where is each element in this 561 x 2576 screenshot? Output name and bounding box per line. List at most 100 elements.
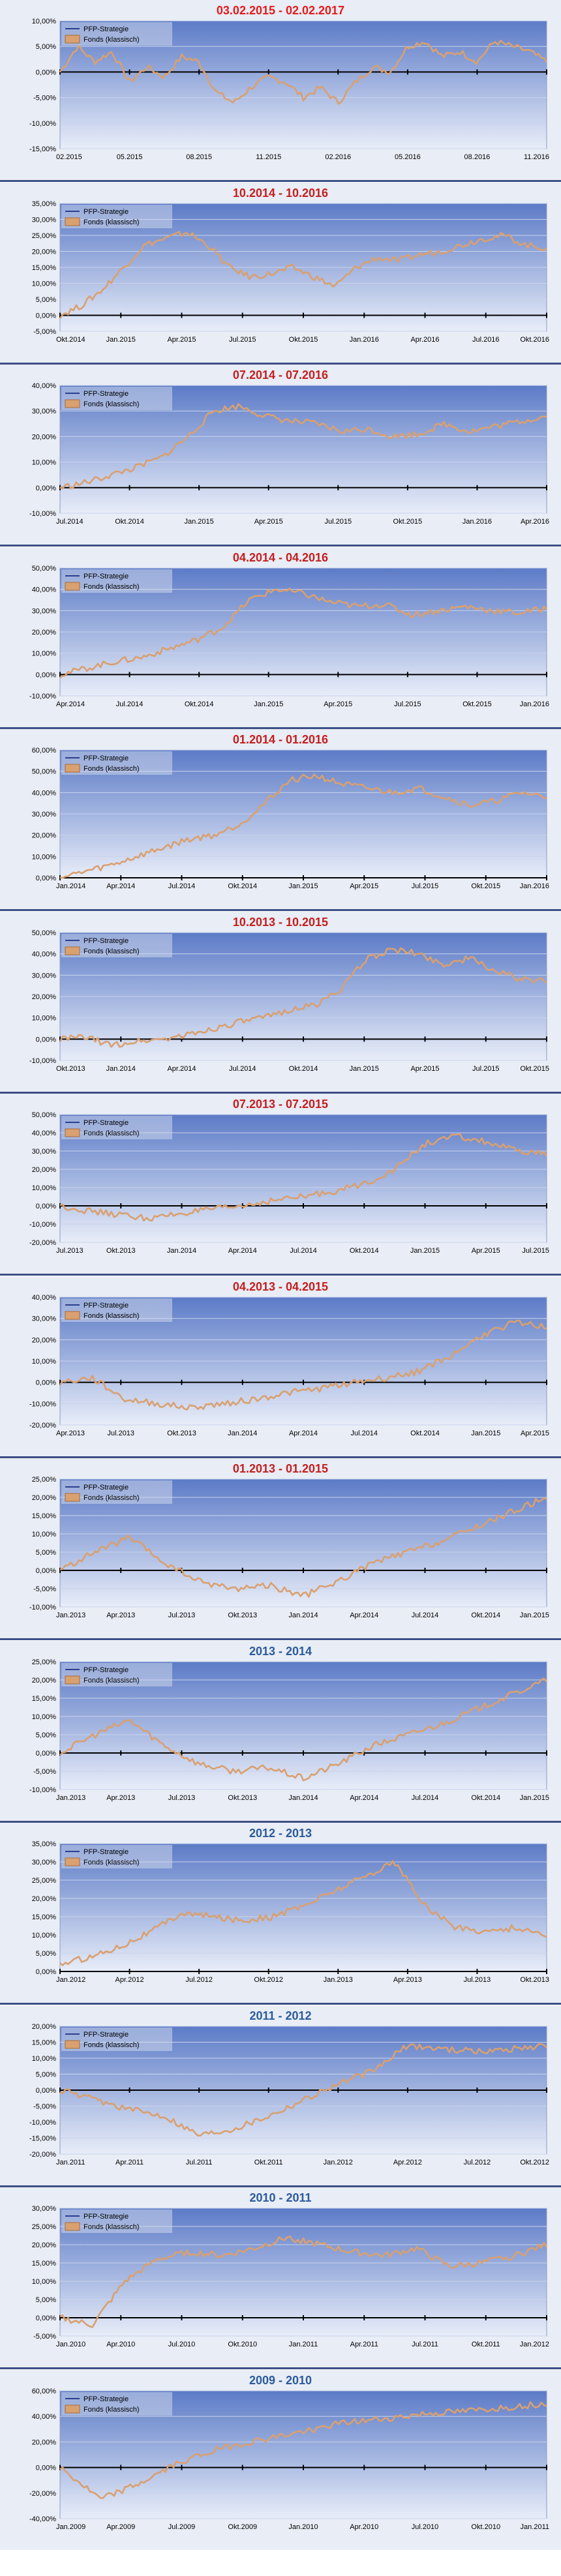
y-tick-label: 5,00% bbox=[36, 296, 56, 304]
x-tick-label: Okt.2014 bbox=[228, 882, 257, 890]
chart-svg: 01.2014 - 01.2016 0,00% 10,00% 20,00% 30,00%… bbox=[0, 729, 561, 909]
x-tick-label: Apr.2014 bbox=[56, 700, 85, 708]
x-tick-label: Jan.2016 bbox=[350, 336, 379, 344]
y-tick-label: 25,00% bbox=[32, 1658, 57, 1666]
y-tick-label: 50,00% bbox=[32, 929, 57, 937]
legend-swatch-fund bbox=[65, 1493, 80, 1502]
x-tick-label: Apr.2010 bbox=[106, 2341, 135, 2348]
x-tick-label: Apr.2014 bbox=[289, 1430, 318, 1437]
y-tick-label: 10,00% bbox=[32, 1531, 57, 1538]
chart-panel: 2012 - 2013 0,00% 5,00% 10,00% 15,00% 20,00% 2… bbox=[0, 1823, 561, 2003]
legend-swatch-fund bbox=[65, 2404, 80, 2414]
series-line-fund bbox=[59, 1319, 547, 1411]
x-tick-label: Okt.2015 bbox=[393, 518, 423, 526]
y-tick-label: 0,00% bbox=[36, 1379, 56, 1387]
chart-title: 10.2014 - 10.2016 bbox=[233, 187, 328, 200]
chart-panel: 2009 - 2010 -40,00% -20,00% 0,00% 20,00% 40,0… bbox=[0, 2370, 561, 2550]
y-tick-label: 20,00% bbox=[32, 1166, 57, 1174]
y-tick-label: 50,00% bbox=[32, 1111, 57, 1119]
y-tick-label: 10,00% bbox=[32, 1358, 57, 1366]
chart-title: 07.2013 - 07.2015 bbox=[233, 1098, 328, 1111]
y-tick-label: 20,00% bbox=[32, 2023, 57, 2031]
legend: PFP-Strategie Fonds (klassisch) bbox=[61, 22, 172, 46]
legend-label-fund: Fonds (klassisch) bbox=[83, 1677, 140, 1685]
panel-separator bbox=[0, 1821, 561, 1823]
series-line-fund bbox=[59, 2043, 547, 2137]
legend-label-fund: Fonds (klassisch) bbox=[83, 1130, 140, 1137]
y-tick-label: 30,00% bbox=[32, 217, 57, 224]
x-tick-label: Jan.2016 bbox=[520, 700, 549, 708]
legend-label-strategy: PFP-Strategie bbox=[83, 755, 129, 762]
chart-svg: 2010 - 2011 -5,00% 0,00% 5,00% 10,00% 15,00% 2… bbox=[0, 2187, 561, 2367]
chart-title: 2013 - 2014 bbox=[249, 1645, 312, 1658]
chart-title: 04.2014 - 04.2016 bbox=[233, 551, 328, 564]
y-tick-label: 20,00% bbox=[32, 1494, 57, 1502]
y-tick-label: 30,00% bbox=[32, 972, 57, 980]
y-tick-label: 20,00% bbox=[32, 832, 57, 840]
panel-separator bbox=[0, 545, 561, 547]
chart-title: 10.2013 - 10.2015 bbox=[233, 916, 328, 929]
x-tick-label: Jul.2016 bbox=[472, 336, 500, 344]
x-tick-label: 02.2015 bbox=[56, 153, 82, 161]
x-tick-label: Jan.2015 bbox=[288, 882, 318, 890]
y-tick-label: 10,00% bbox=[32, 280, 57, 288]
y-tick-label: -5,00% bbox=[33, 2333, 56, 2341]
y-tick-label: 0,00% bbox=[36, 2314, 56, 2322]
legend: PFP-Strategie Fonds (klassisch) bbox=[61, 2392, 172, 2416]
series-line-fund bbox=[59, 39, 548, 105]
x-tick-label: Apr.2014 bbox=[228, 1247, 257, 1255]
legend: PFP-Strategie Fonds (klassisch) bbox=[61, 751, 172, 775]
x-tick-label: Jan.2015 bbox=[106, 336, 136, 344]
x-tick-label: Apr.2015 bbox=[350, 882, 378, 890]
chart-panel: 2013 - 2014 -10,00% -5,00% 0,00% 5,00% 10,00%… bbox=[0, 1641, 561, 1821]
x-tick-label: Apr.2016 bbox=[410, 336, 439, 344]
x-tick-label: 08.2016 bbox=[464, 153, 491, 161]
legend-swatch-fund bbox=[65, 1857, 80, 1866]
legend-label-strategy: PFP-Strategie bbox=[83, 1848, 129, 1856]
chart-panel: 01.2014 - 01.2016 0,00% 10,00% 20,00% 30,00%… bbox=[0, 729, 561, 909]
y-tick-label: -5,00% bbox=[33, 2103, 56, 2111]
chart-panel: 10.2014 - 10.2016 -5,00% 0,00% 5,00% 10,00% 1… bbox=[0, 183, 561, 363]
legend: PFP-Strategie Fonds (klassisch) bbox=[61, 934, 172, 957]
y-tick-label: 10,00% bbox=[32, 650, 57, 658]
x-tick-label: Okt.2013 bbox=[56, 1065, 85, 1073]
x-tick-label: Jan.2015 bbox=[471, 1430, 500, 1437]
x-tick-label: Jul.2015 bbox=[394, 700, 421, 708]
y-tick-label: 20,00% bbox=[32, 2438, 57, 2446]
x-tick-label: Apr.2015 bbox=[472, 1247, 500, 1255]
x-tick-label: Jan.2014 bbox=[56, 882, 85, 890]
x-tick-label: Jul.2014 bbox=[229, 1065, 256, 1073]
legend: PFP-Strategie Fonds (klassisch) bbox=[61, 1845, 172, 1868]
x-tick-label: Apr.2014 bbox=[106, 882, 135, 890]
y-tick-label: 15,00% bbox=[32, 2260, 57, 2268]
x-tick-label: Okt.2014 bbox=[185, 700, 214, 708]
chart-title: 04.2013 - 04.2015 bbox=[233, 1280, 328, 1293]
y-tick-label: 40,00% bbox=[32, 789, 57, 797]
legend-label-fund: Fonds (klassisch) bbox=[83, 583, 140, 591]
y-tick-label: -5,00% bbox=[33, 1585, 56, 1593]
x-tick-label: Jul.2014 bbox=[56, 518, 83, 526]
x-tick-label: Jul.2014 bbox=[412, 1794, 439, 1802]
series-line-fund bbox=[59, 947, 547, 1048]
x-tick-label: Jul.2013 bbox=[168, 1794, 196, 1802]
x-tick-label: Okt.2015 bbox=[520, 1065, 549, 1073]
y-tick-label: 10,00% bbox=[32, 459, 57, 467]
y-tick-label: 10,00% bbox=[32, 1184, 57, 1192]
y-tick-label: 60,00% bbox=[32, 747, 57, 755]
x-tick-label: Apr.2009 bbox=[106, 2523, 135, 2531]
y-tick-label: 30,00% bbox=[32, 1859, 57, 1866]
y-tick-label: -10,00% bbox=[29, 510, 56, 518]
legend-label-fund: Fonds (klassisch) bbox=[83, 2041, 140, 2049]
x-tick-label: Jan.2011 bbox=[289, 2341, 318, 2348]
y-tick-label: 10,00% bbox=[32, 18, 57, 25]
x-tick-label: Jul.2014 bbox=[168, 882, 196, 890]
y-tick-label: 0,00% bbox=[36, 2464, 56, 2472]
panel-separator bbox=[0, 2185, 561, 2187]
chart-title: 2009 - 2010 bbox=[249, 2374, 312, 2387]
x-tick-label: Jan.2014 bbox=[288, 1794, 318, 1802]
x-tick-label: Jan.2015 bbox=[185, 518, 214, 526]
y-tick-label: 20,00% bbox=[32, 1336, 57, 1344]
y-tick-label: 10,00% bbox=[32, 1015, 57, 1023]
x-tick-label: Okt.2011 bbox=[472, 2341, 500, 2348]
y-tick-label: 50,00% bbox=[32, 768, 57, 776]
